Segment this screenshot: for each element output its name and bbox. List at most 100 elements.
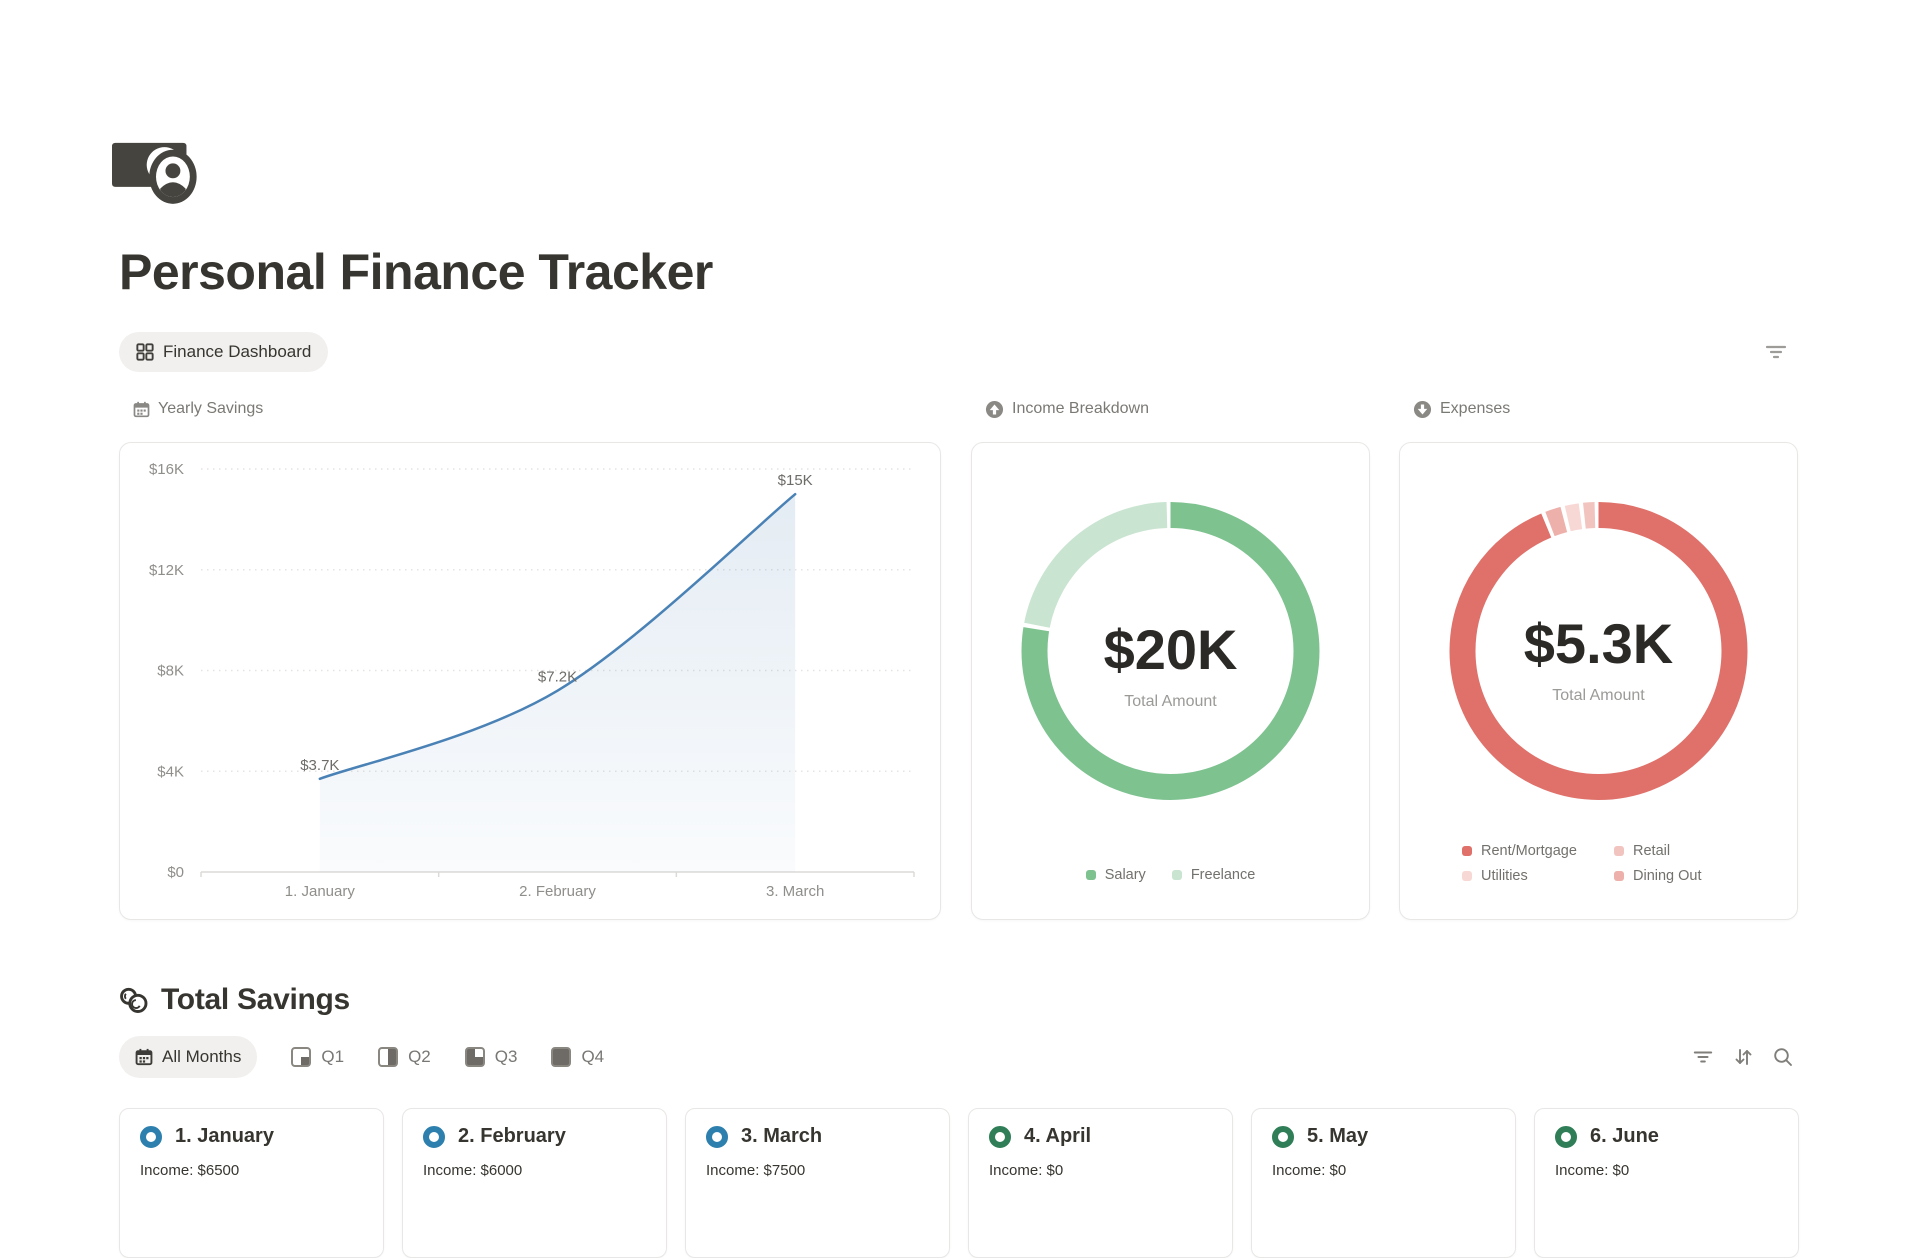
tab-label: Q4	[581, 1047, 605, 1066]
filter-icon[interactable]	[1690, 1044, 1716, 1070]
month-ring-icon	[1272, 1125, 1294, 1148]
expenses-legend: Rent/Mortgage Retail Utilities Dining Out	[1462, 843, 1702, 884]
svg-text:$16K: $16K	[149, 461, 184, 478]
legend-label: Freelance	[1190, 867, 1256, 883]
legend-swatch	[1614, 846, 1624, 856]
finance-dashboard-page: { "page": { "title": "Personal Finance T…	[112, 134, 1799, 1258]
money-banknote-icon	[112, 134, 200, 206]
expenses-chart-card: $5.3K Total Amount Rent/Mortgage Retail Ut…	[1399, 442, 1798, 920]
month-card[interactable]: 1. January Income: $6500	[119, 1108, 384, 1258]
expenses-total-value: $5.3K	[1524, 612, 1673, 675]
expenses-total-label: Total Amount	[1552, 687, 1645, 704]
svg-text:$4K: $4K	[157, 763, 184, 780]
tab-label: Q1	[321, 1047, 345, 1066]
svg-text:$7.2K: $7.2K	[538, 669, 577, 686]
tab-label: All Months	[162, 1047, 242, 1066]
legend-item: Retail	[1614, 843, 1702, 859]
section-title-label: Yearly Savings	[158, 400, 264, 417]
month-card-title: 5. May	[1307, 1125, 1369, 1147]
month-card-header: 1. January	[140, 1125, 363, 1148]
month-card-header: 2. February	[423, 1125, 646, 1148]
month-card-header: 6. June	[1555, 1125, 1778, 1148]
tab-q3[interactable]: Q3	[464, 1047, 517, 1067]
month-card[interactable]: 6. June Income: $0	[1534, 1108, 1799, 1258]
legend-swatch	[1614, 871, 1624, 881]
month-card-header: 5. May	[1272, 1125, 1495, 1148]
month-card[interactable]: 5. May Income: $0	[1251, 1108, 1516, 1258]
month-card-title: 1. January	[175, 1125, 274, 1147]
tab-q2[interactable]: Q2	[378, 1047, 431, 1067]
expenses-donut-chart: $5.3K Total Amount	[1449, 502, 1748, 800]
arrow-down-circle-icon	[1413, 400, 1432, 419]
income-total-label: Total Amount	[1124, 693, 1217, 710]
section-title-label: Income Breakdown	[1012, 400, 1149, 417]
month-cards-row: 1. January Income: $6500 2. February Income…	[119, 1108, 1799, 1258]
month-card-income: Income: $6500	[140, 1162, 240, 1179]
quarter-4-icon	[551, 1047, 572, 1067]
month-card-income: Income: $0	[1555, 1162, 1630, 1179]
month-card-title: 4. April	[1024, 1125, 1092, 1147]
svg-text:$12K: $12K	[149, 562, 184, 579]
month-card[interactable]: 2. February Income: $6000	[402, 1108, 667, 1258]
income-total-value: $20K	[1104, 618, 1238, 681]
calendar-icon	[135, 1048, 153, 1066]
legend-swatch	[1462, 846, 1472, 856]
coins-icon	[119, 987, 149, 1014]
month-card-income: Income: $0	[989, 1162, 1064, 1179]
legend-swatch	[1085, 870, 1096, 880]
income-breakdown-chart-card: $20K Total Amount Salary Freelance	[971, 442, 1370, 920]
income-donut-chart: $20K Total Amount	[1021, 502, 1320, 800]
legend-swatch	[1171, 870, 1182, 880]
view-bar: Finance Dashboard	[119, 332, 329, 372]
month-ring-icon	[140, 1125, 162, 1148]
filter-icon[interactable]	[1761, 338, 1791, 366]
legend-swatch	[1462, 871, 1472, 881]
legend-label: Utilities	[1481, 868, 1528, 884]
month-card-income: Income: $6000	[423, 1162, 523, 1179]
month-ring-icon	[989, 1125, 1011, 1148]
yearly-savings-line-chart: $0 $4K $8K $12K $16K 1. January 2. February 3. …	[149, 461, 915, 900]
total-savings-header: Total Savings	[119, 983, 350, 1017]
total-savings-title: Total Savings	[161, 983, 350, 1016]
svg-text:$0: $0	[167, 864, 184, 881]
month-ring-icon	[1555, 1125, 1577, 1148]
legend-item: Freelance	[1171, 867, 1256, 883]
view-tab-finance-dashboard[interactable]: Finance Dashboard	[119, 332, 329, 372]
legend-label: Dining Out	[1633, 868, 1702, 884]
income-legend: Salary Freelance	[972, 867, 1369, 883]
month-card-title: 2. February	[458, 1125, 566, 1147]
svg-text:1. January: 1. January	[285, 883, 356, 900]
svg-text:3. March: 3. March	[766, 883, 824, 900]
calendar-icon	[133, 401, 150, 418]
tab-q4[interactable]: Q4	[551, 1047, 604, 1067]
legend-label: Salary	[1104, 867, 1146, 883]
month-card[interactable]: 3. March Income: $7500	[685, 1108, 950, 1258]
total-savings-toolbar	[1690, 1044, 1796, 1070]
search-icon[interactable]	[1770, 1044, 1796, 1070]
svg-text:$15K: $15K	[778, 472, 813, 489]
tab-all-months[interactable]: All Months	[119, 1036, 258, 1078]
section-title-expenses: Expenses	[1413, 398, 1510, 420]
month-card[interactable]: 4. April Income: $0	[968, 1108, 1233, 1258]
section-title-yearly-savings: Yearly Savings	[133, 398, 263, 420]
month-card-title: 6. June	[1590, 1125, 1659, 1147]
legend-item: Salary	[1085, 867, 1146, 883]
month-ring-icon	[706, 1125, 728, 1148]
dashboard-grid-icon	[136, 343, 154, 361]
month-card-income: Income: $7500	[706, 1162, 806, 1179]
section-title-income-breakdown: Income Breakdown	[985, 398, 1149, 420]
page-title: Personal Finance Tracker	[119, 244, 713, 300]
legend-label: Rent/Mortgage	[1481, 843, 1577, 859]
view-tab-label: Finance Dashboard	[163, 342, 312, 361]
tab-q1[interactable]: Q1	[291, 1047, 344, 1067]
month-ring-icon	[423, 1125, 445, 1148]
month-card-title: 3. March	[741, 1125, 823, 1147]
sort-icon[interactable]	[1730, 1044, 1756, 1070]
arrow-up-circle-icon	[985, 400, 1004, 419]
legend-item: Dining Out	[1614, 868, 1702, 884]
quarter-1-icon	[291, 1047, 312, 1067]
svg-text:$3.7K: $3.7K	[300, 757, 339, 774]
quarter-3-icon	[464, 1047, 485, 1067]
section-title-label: Expenses	[1440, 400, 1511, 417]
month-card-header: 3. March	[706, 1125, 929, 1148]
